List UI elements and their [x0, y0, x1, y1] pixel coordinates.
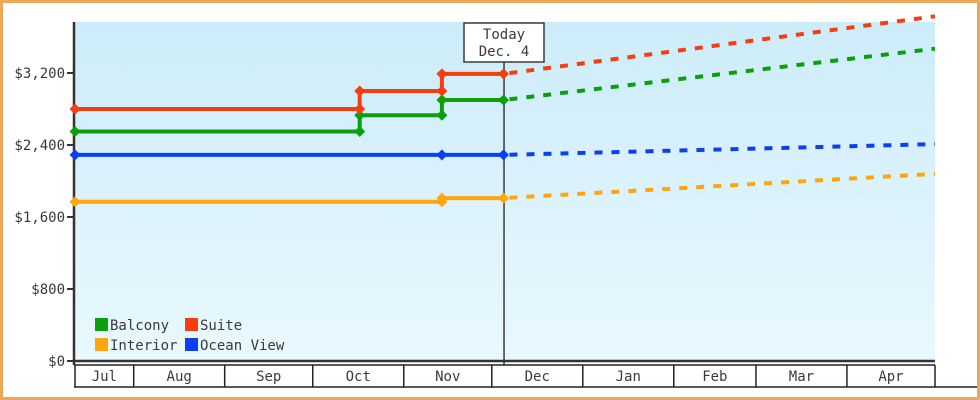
series-marker-balcony	[498, 94, 510, 106]
series-marker-suite	[354, 85, 366, 97]
legend-label-balcony: Balcony	[110, 318, 169, 334]
legend-label-ocean-view: Ocean View	[200, 338, 285, 354]
series-line-balcony	[73, 98, 506, 134]
axes-layer: $0 $800 $1,600 $2,400 $3,200 Jul Aug Sep Oct Nov D…	[14, 22, 977, 388]
price-chart: $0 $800 $1,600 $2,400 $3,200 Jul Aug Sep Oct Nov D…	[14, 14, 977, 388]
legend-swatch-suite	[185, 318, 198, 331]
month-label: Nov	[435, 369, 460, 385]
month-label: Dec	[525, 369, 550, 385]
series-marker-balcony	[69, 126, 81, 137]
series-marker-balcony	[354, 109, 366, 121]
y-tick-label: $800	[31, 282, 65, 298]
y-tick-label: $1,600	[14, 210, 65, 226]
y-tick-label: $0	[48, 354, 65, 370]
plot-background	[75, 22, 935, 361]
series-marker-interior	[436, 192, 448, 204]
month-label: Jan	[616, 369, 641, 385]
month-label: Apr	[878, 369, 903, 385]
month-label: Feb	[702, 369, 727, 385]
series-marker-suite	[436, 85, 448, 97]
month-label: Jul	[92, 369, 117, 385]
today-label-line2: Dec. 4	[479, 44, 530, 60]
series-layer	[69, 14, 936, 208]
series-marker-suite	[69, 103, 81, 115]
month-label: Sep	[256, 369, 281, 385]
series-projection-suite	[503, 14, 936, 76]
series-marker-ocean-view	[498, 149, 510, 161]
y-tick-label: $2,400	[14, 138, 65, 154]
plot-background-layer	[75, 22, 935, 365]
series-marker-interior	[498, 192, 510, 204]
series-marker-suite	[436, 68, 448, 80]
today-label-box	[463, 22, 545, 63]
series-marker-ocean-view	[436, 149, 448, 161]
series-marker-suite	[498, 68, 510, 80]
series-marker-balcony	[354, 126, 366, 137]
series-projection-interior	[503, 171, 936, 201]
series-marker-ocean-view	[69, 149, 81, 161]
series-marker-balcony	[436, 109, 448, 121]
series-marker-suite	[354, 103, 366, 115]
legend-swatch-balcony	[95, 318, 108, 331]
legend-swatch-ocean-view	[185, 338, 198, 351]
series-marker-balcony	[436, 94, 448, 106]
series-line-suite	[73, 71, 506, 111]
series-projection-balcony	[503, 46, 936, 102]
series-projection-ocean-view	[503, 142, 936, 157]
today-annotation: Today Dec. 4	[463, 22, 545, 63]
month-label: Aug	[167, 369, 192, 385]
month-label: Mar	[789, 369, 814, 385]
legend-label-suite: Suite	[200, 318, 242, 334]
today-label-line1: Today	[483, 27, 525, 43]
legend-label-interior: Interior	[110, 338, 177, 354]
legend-layer: Balcony Suite Interior Ocean View	[95, 318, 285, 354]
y-tick-label: $3,200	[14, 66, 65, 82]
month-label: Oct	[346, 369, 371, 385]
series-marker-interior	[69, 196, 81, 208]
legend-swatch-interior	[95, 338, 108, 351]
